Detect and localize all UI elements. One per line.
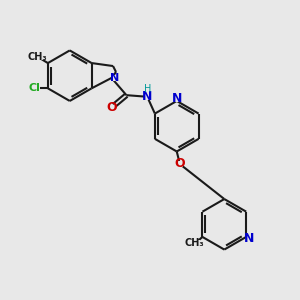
Bar <box>144 94 151 100</box>
Text: N: N <box>172 92 182 105</box>
Bar <box>173 96 180 102</box>
Bar <box>109 105 116 111</box>
Text: N: N <box>142 90 152 103</box>
Text: Cl: Cl <box>28 83 40 93</box>
Text: N: N <box>244 232 254 245</box>
Text: H: H <box>143 84 151 94</box>
Text: N: N <box>110 73 120 83</box>
Text: CH₃: CH₃ <box>28 52 47 61</box>
Text: O: O <box>174 158 185 170</box>
Text: O: O <box>107 101 118 114</box>
Text: CH₃: CH₃ <box>184 238 204 248</box>
Bar <box>31 53 44 60</box>
Bar <box>112 75 119 81</box>
Bar <box>30 85 39 92</box>
Bar <box>188 240 200 247</box>
Bar <box>246 236 252 242</box>
Bar <box>176 161 183 167</box>
